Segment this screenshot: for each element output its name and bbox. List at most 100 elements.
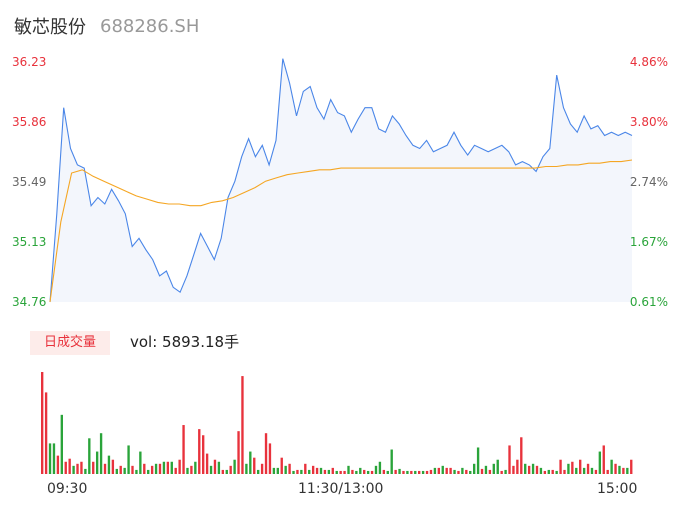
volume-bar	[406, 470, 409, 474]
volume-bar	[296, 469, 299, 474]
volume-bar	[575, 467, 578, 474]
volume-bar	[504, 469, 507, 474]
volume-bar	[256, 469, 260, 474]
volume-bar	[520, 437, 523, 474]
volume-bar	[194, 461, 197, 474]
volume-bar	[579, 459, 582, 474]
volume-bar	[225, 469, 228, 474]
volume-bar	[586, 463, 590, 474]
volume-bar	[229, 465, 232, 474]
volume-bar	[280, 457, 283, 474]
volume-bar	[398, 468, 401, 474]
volume-bar	[174, 467, 177, 474]
stock-code: 688286.SH	[100, 15, 200, 37]
volume-bar	[143, 463, 146, 474]
volume-bar	[88, 438, 91, 474]
volume-bar	[123, 467, 126, 474]
volume-bar	[527, 465, 531, 474]
average-line	[49, 159, 633, 303]
volume-bar	[76, 463, 79, 474]
volume-bar	[335, 470, 338, 474]
volume-bar	[622, 467, 625, 474]
volume-bar	[382, 469, 386, 474]
volume-bar	[626, 467, 629, 474]
volume-bar	[182, 425, 185, 474]
volume-bar	[80, 461, 83, 474]
volume-bar	[524, 463, 527, 474]
volume-bar	[284, 465, 287, 474]
volume-bar	[107, 455, 111, 474]
volume-bar	[414, 470, 417, 474]
volume-bar	[315, 467, 319, 474]
volume-bar	[331, 467, 334, 474]
volume-bar	[347, 465, 350, 474]
volume-bar	[68, 458, 71, 474]
volume-bar	[508, 445, 511, 474]
volume-bar	[205, 453, 209, 474]
volume-bar	[292, 470, 295, 474]
volume-bar	[241, 376, 244, 474]
volume-bar	[472, 463, 476, 474]
volume-bar	[131, 465, 134, 474]
volume-bar	[563, 469, 566, 474]
volume-bar	[319, 467, 323, 474]
volume-bar	[288, 463, 291, 474]
pct-tick: 0.61%	[629, 295, 668, 309]
volume-bar	[374, 465, 378, 474]
volume-bar	[311, 465, 315, 474]
volume-bar	[41, 372, 44, 474]
volume-bar	[272, 467, 276, 474]
pct-tick: 4.86%	[629, 55, 668, 69]
volume-bar	[103, 463, 107, 474]
volume-bar	[245, 463, 248, 474]
volume-bar	[217, 461, 221, 474]
volume-bar	[260, 463, 264, 474]
volume-bar	[480, 468, 484, 474]
volume-bar	[476, 447, 480, 474]
volume-bar	[618, 465, 621, 474]
volume-bar	[327, 469, 331, 474]
volume-bar	[547, 469, 550, 474]
volume-bar	[139, 451, 142, 474]
volume-bar	[111, 459, 115, 474]
volume-bar	[221, 469, 225, 474]
volume-bar	[323, 469, 327, 474]
volume-bar	[264, 433, 268, 474]
volume-bar	[119, 465, 122, 474]
volume-bar	[95, 451, 99, 474]
volume-bar	[166, 461, 170, 474]
price-tick: 35.13	[12, 235, 47, 249]
volume-bar	[441, 465, 444, 474]
volume-bar	[64, 461, 67, 474]
volume-bar	[543, 470, 547, 474]
volume-bar	[276, 467, 279, 474]
price-tick: 35.49	[12, 175, 47, 189]
volume-bar	[492, 463, 495, 474]
volume-bar	[304, 463, 307, 474]
time-label-open: 09:30	[47, 481, 88, 497]
volume-readout: vol: 5893.18手	[130, 333, 240, 351]
volume-bar	[253, 457, 256, 474]
stock-name: 敏芯股份	[14, 17, 86, 38]
volume-bar	[268, 443, 272, 474]
pct-tick: 2.74%	[629, 175, 668, 189]
volume-bar	[84, 468, 87, 474]
volume-bar	[594, 469, 598, 474]
volume-bar	[437, 467, 440, 474]
volume-bar	[484, 465, 488, 474]
volume-bar	[488, 469, 492, 474]
volume-bar	[162, 461, 166, 474]
volume-bar	[555, 470, 558, 474]
volume-bar	[300, 469, 303, 474]
volume-bar	[582, 467, 586, 474]
volume-bar	[449, 467, 452, 474]
volume-bar	[343, 470, 346, 474]
volume-bar	[52, 443, 56, 474]
price-tick: 35.86	[12, 115, 47, 129]
volume-bar	[559, 459, 562, 474]
volume-bar	[386, 470, 389, 474]
volume-bar	[115, 468, 118, 474]
volume-bar	[370, 470, 374, 474]
volume-bar	[202, 435, 205, 474]
volume-bar	[178, 459, 181, 474]
